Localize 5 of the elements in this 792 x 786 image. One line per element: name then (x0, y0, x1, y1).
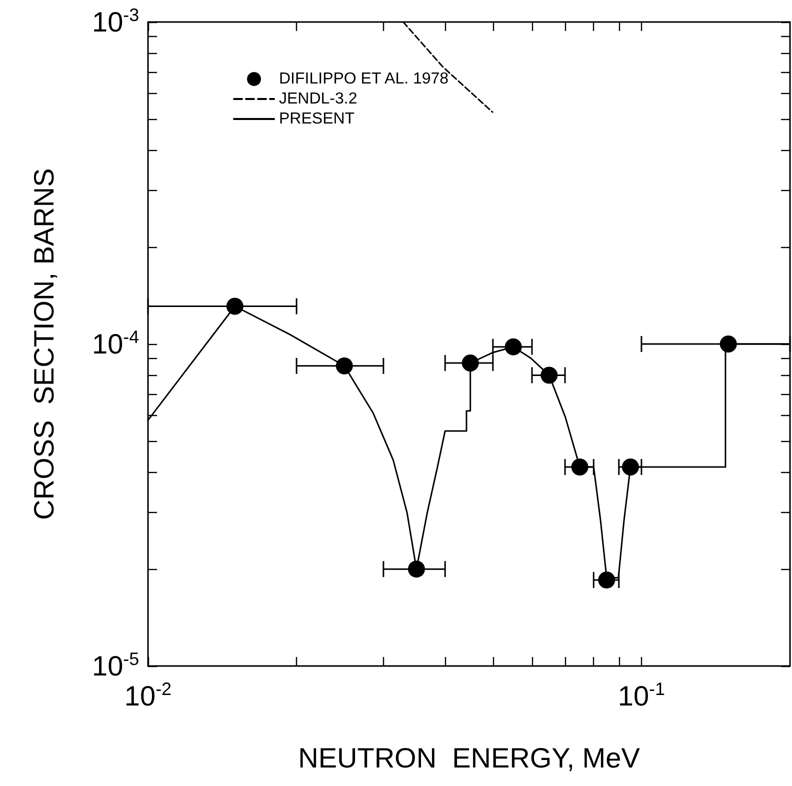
legend-label: JENDL-3.2 (279, 90, 358, 108)
x-axis-title: NEUTRON ENERGY, MeV (298, 742, 640, 774)
legend-label: DIFILIPPO ET AL. 1978 (279, 70, 449, 88)
y-axis-title: CROSS SECTION, BARNS (28, 168, 60, 520)
legend-label: PRESENT (279, 110, 355, 128)
